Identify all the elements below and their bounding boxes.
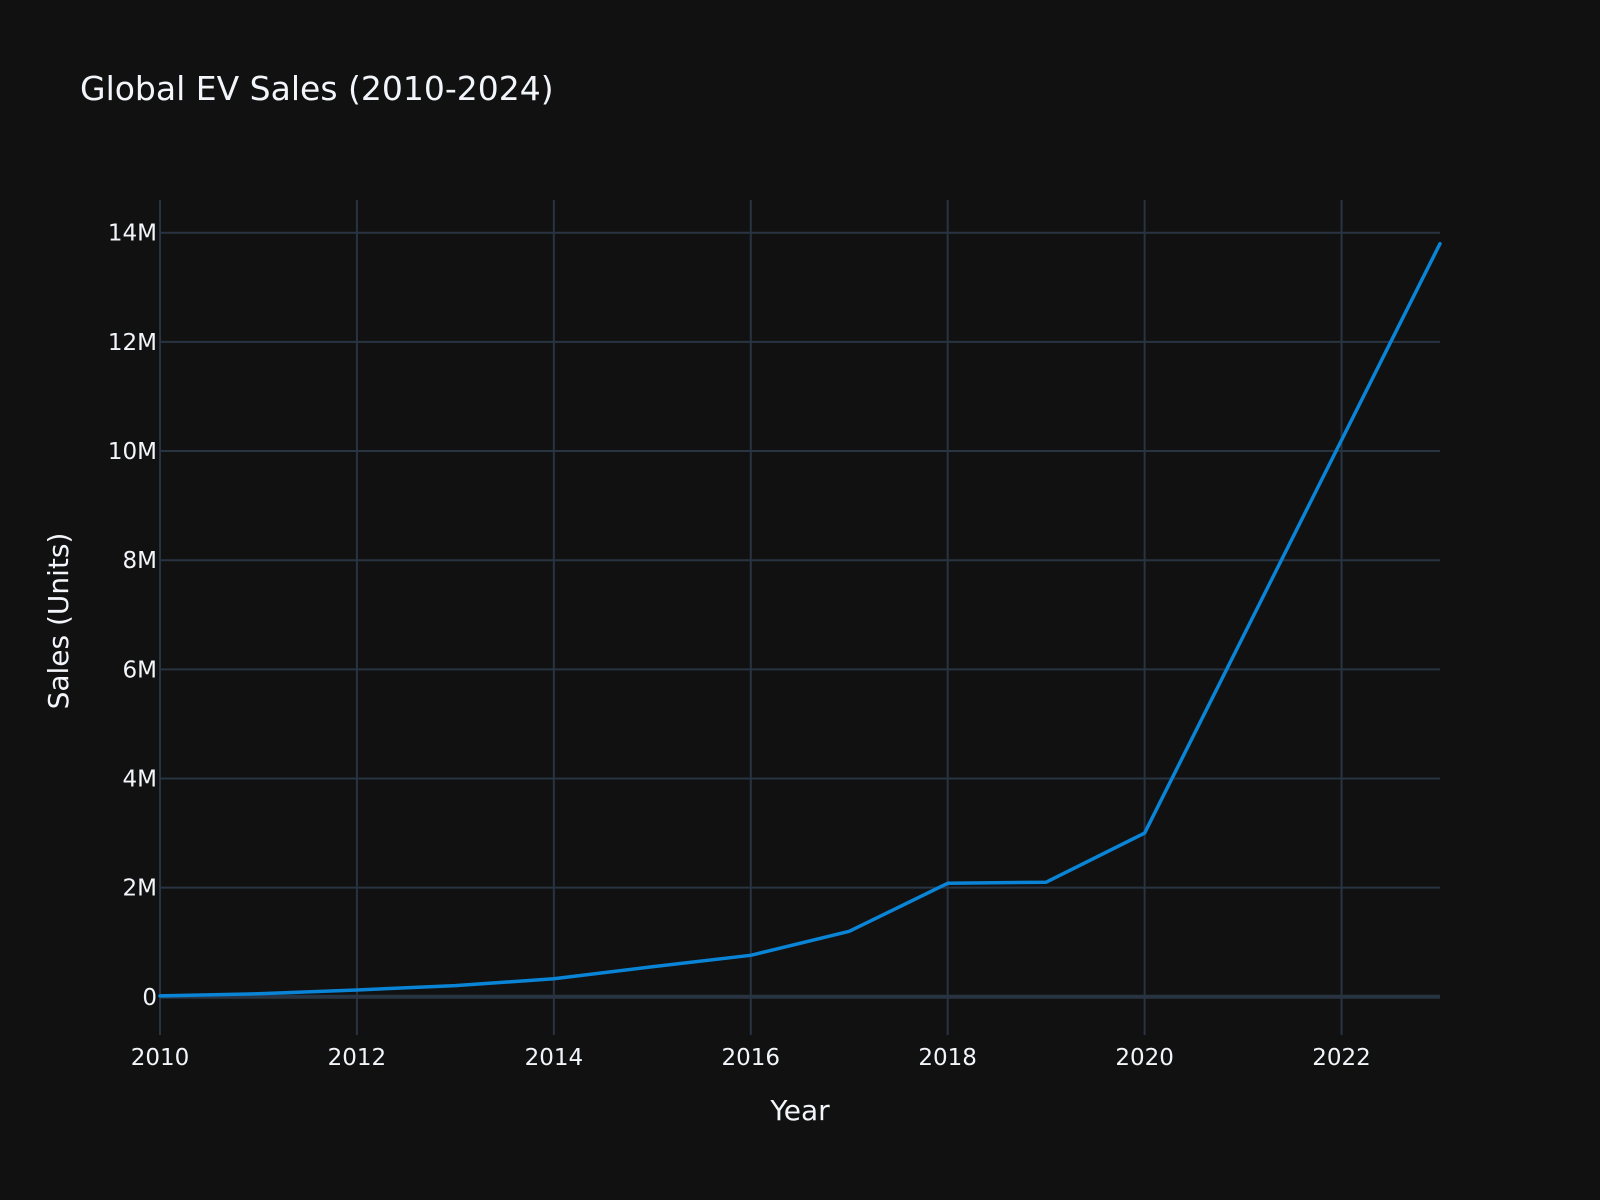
y-tick-label: 2M [123, 876, 157, 902]
series-group [158, 241, 1442, 998]
x-gridlines [159, 200, 1343, 1035]
x-tick-label: 2012 [328, 1045, 387, 1071]
x-tick-label: 2014 [525, 1045, 584, 1071]
y-tick-label: 12M [108, 330, 157, 356]
x-tick-label: 2022 [1312, 1045, 1371, 1071]
y-axis-title: Sales (Units) [42, 533, 75, 710]
x-tick-label: 2010 [131, 1045, 190, 1071]
x-axis-title: Year [769, 1094, 830, 1127]
y-tick-label: 14M [108, 221, 157, 247]
chart-title: Global EV Sales (2010-2024) [80, 69, 554, 108]
x-tick-label: 2018 [918, 1045, 977, 1071]
y-tick-label: 0 [142, 985, 157, 1011]
y-tick-labels: 0 2M 4M 6M 8M 10M 12M 14M [108, 221, 157, 1011]
y-tick-label: 4M [123, 766, 157, 792]
x-tick-label: 2020 [1115, 1045, 1174, 1071]
y-tick-label: 10M [108, 439, 157, 465]
series-line [158, 241, 1442, 998]
x-tick-label: 2016 [721, 1045, 780, 1071]
x-tick-labels: 2010 2012 2014 2016 2018 2020 2022 [131, 1045, 1371, 1071]
y-tick-label: 8M [123, 548, 157, 574]
y-tick-label: 6M [123, 657, 157, 683]
